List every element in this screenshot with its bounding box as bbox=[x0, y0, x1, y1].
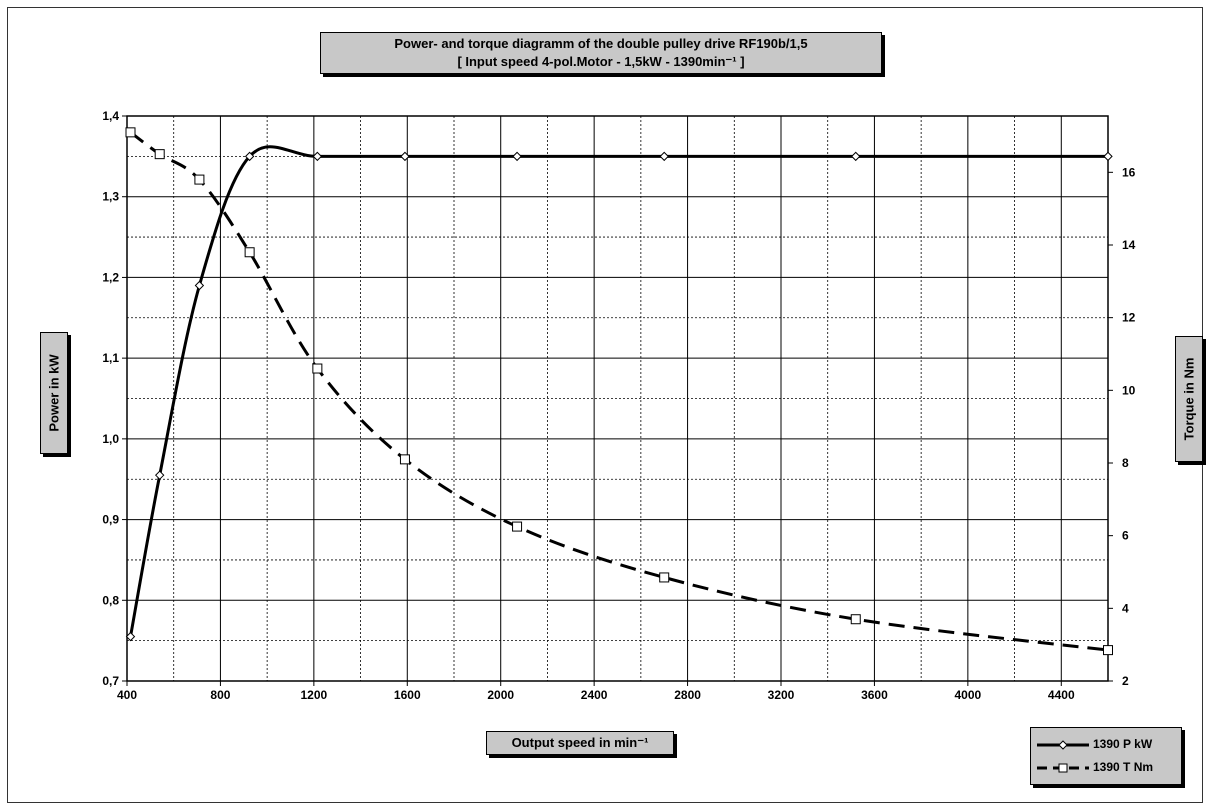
legend-torque-label: 1390 T Nm bbox=[1093, 760, 1154, 774]
chart-title: Power- and torque diagramm of the double… bbox=[320, 32, 882, 74]
legend-item-power: 1390 P kW bbox=[1035, 735, 1177, 755]
chart-title-line2: [ Input speed 4-pol.Motor - 1,5kW - 1390… bbox=[457, 54, 745, 69]
legend-power-label: 1390 P kW bbox=[1093, 737, 1153, 751]
legend-power-line-icon bbox=[1037, 740, 1089, 750]
x-axis-label: Output speed in min⁻¹ bbox=[486, 731, 674, 755]
right-axis-label: Torque in Nm bbox=[1181, 357, 1197, 441]
legend: 1390 P kW 1390 T Nm bbox=[1030, 727, 1182, 785]
legend-item-torque: 1390 T Nm bbox=[1035, 758, 1177, 778]
chart-frame bbox=[7, 7, 1203, 803]
left-axis-label-box: Power in kW bbox=[40, 332, 68, 454]
right-axis-label-box: Torque in Nm bbox=[1175, 336, 1203, 462]
chart-title-line1: Power- and torque diagramm of the double… bbox=[394, 36, 808, 51]
left-axis-label: Power in kW bbox=[46, 354, 62, 432]
legend-torque-line-icon bbox=[1037, 763, 1089, 773]
